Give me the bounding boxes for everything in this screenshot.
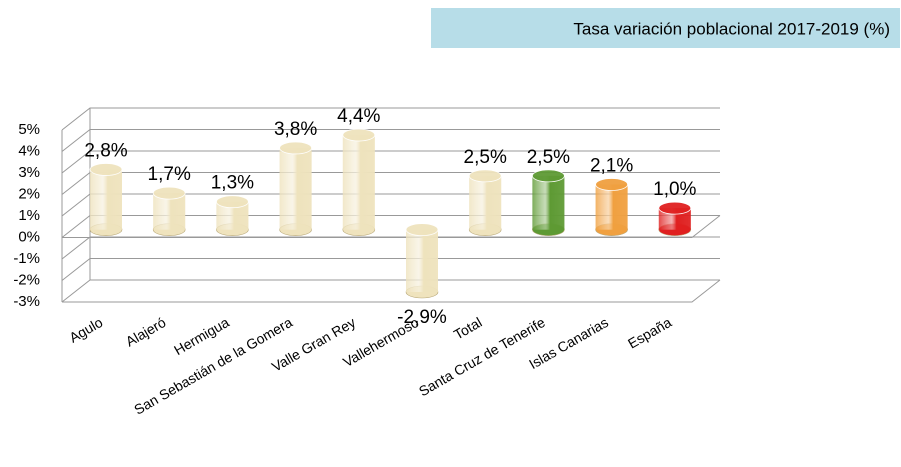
y-tick-label: 1% (18, 207, 40, 224)
bar-top (658, 201, 692, 215)
bar (405, 223, 439, 299)
bar-body-base (342, 135, 375, 230)
zero-plane (62, 215, 721, 238)
y-tick-label: -2% (13, 271, 40, 288)
bar-top (215, 195, 249, 209)
value-label: -2,9% (397, 307, 447, 328)
title-box (431, 8, 900, 48)
value-label: 2,8% (84, 140, 127, 161)
bar-top (152, 186, 186, 200)
bar-top (405, 223, 439, 237)
y-tick-label: 3% (18, 164, 40, 181)
bar-top (342, 128, 376, 142)
bar (595, 178, 628, 236)
x-tick-label: Total (451, 314, 485, 343)
bar-body (469, 175, 502, 230)
bar-top (89, 163, 123, 176)
floor-edge (62, 279, 721, 303)
bar-body (90, 169, 122, 230)
bar (342, 128, 376, 236)
bar (532, 169, 565, 236)
value-label: 4,4% (337, 106, 380, 127)
value-label: 1,3% (211, 173, 254, 194)
bar (89, 163, 123, 236)
grid-line (61, 279, 720, 303)
bar (658, 201, 692, 236)
bar-top (279, 141, 313, 155)
bar (279, 141, 313, 236)
x-tick-label: Agulo (66, 314, 105, 346)
value-label: 2,5% (464, 147, 507, 168)
value-label: 2,5% (527, 147, 570, 168)
bar (152, 186, 186, 236)
bar-body-base (406, 229, 438, 292)
bar-top (532, 169, 565, 183)
bar-body (279, 147, 312, 230)
grid-line (61, 107, 720, 131)
value-label: 2,1% (590, 156, 633, 177)
y-tick-label: 0% (18, 228, 40, 245)
bar-body-base (595, 184, 628, 230)
chart-title: Tasa variación poblacional 2017-2019 (%) (573, 19, 890, 38)
bar-body-base (469, 175, 502, 230)
value-label: 1,7% (148, 164, 191, 185)
bar-body (406, 229, 438, 292)
bar-body-base (90, 169, 122, 230)
grid-line (61, 258, 720, 281)
bar-body (342, 135, 375, 230)
value-label: 1,0% (653, 179, 696, 200)
y-tick-label: 4% (18, 142, 40, 159)
bar-body (595, 184, 628, 230)
bar-top (468, 169, 502, 183)
grid-line (61, 236, 720, 260)
bar (215, 195, 249, 236)
bar-body-base (532, 175, 565, 230)
y-tick-label: 5% (18, 121, 40, 138)
bar-body-base (279, 147, 312, 230)
bar (468, 169, 502, 236)
y-tick-label: -3% (13, 293, 40, 310)
y-tick-label: -1% (13, 250, 40, 267)
bar-body (532, 175, 565, 230)
x-tick-label: España (625, 314, 674, 352)
y-tick-label: 2% (18, 185, 40, 202)
x-tick-label: Alajeró (123, 314, 169, 350)
value-label: 3,8% (274, 119, 317, 140)
bar-top (595, 178, 628, 191)
grid-line (61, 129, 720, 152)
